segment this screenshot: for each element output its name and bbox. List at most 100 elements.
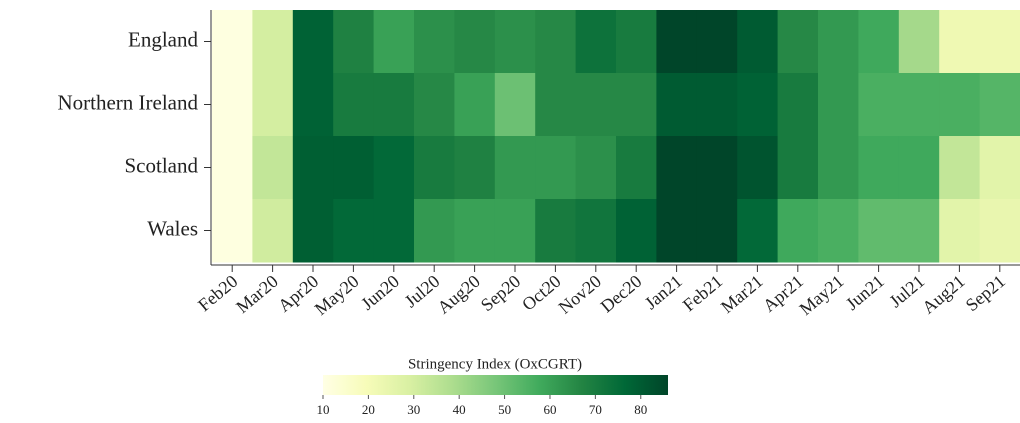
x-tick-label: Mar20 [232,271,282,317]
x-tick-label: Nov20 [555,271,605,318]
heatmap-cell [737,10,779,74]
heatmap-cell [292,199,334,263]
heatmap-cell [292,10,334,74]
heatmap-cell [858,136,900,200]
heatmap-cell [212,199,253,263]
heatmap-cell [494,136,536,200]
heatmap-cell [535,136,577,200]
heatmap-cell [616,136,657,200]
heatmap-cell [616,199,657,263]
y-tick-label: Wales [147,216,198,240]
heatmap-cell [454,136,496,200]
heatmap-cell [777,10,819,74]
heatmap-cell [777,136,819,200]
colorbar-tick-label: 60 [543,402,556,417]
heatmap-cell [494,73,536,137]
heatmap-cell [252,136,294,200]
heatmap-cell [373,199,415,263]
heatmap-cell [979,136,1020,200]
x-tick-label: Feb20 [194,271,241,315]
colorbar [323,375,668,395]
heatmap-cell [898,73,940,137]
heatmap-cell [454,10,496,74]
x-tick-label: Sep20 [477,271,524,315]
heatmap-cell [858,73,900,137]
heatmap-cell [212,136,253,200]
colorbar-tick-label: 40 [453,402,466,417]
x-tick-label: May20 [311,271,363,319]
heatmap-cell [979,10,1020,74]
heatmap-cell [737,73,779,137]
heatmap-cell [939,73,981,137]
heatmap-cell [696,10,738,74]
heatmap [212,10,1020,263]
heatmap-cell [858,199,900,263]
heatmap-cell [333,136,375,200]
heatmap-cell [292,73,334,137]
x-tick-label: Jun20 [357,271,403,314]
heatmap-cell [373,10,415,74]
heatmap-cell [535,199,577,263]
heatmap-cell [939,199,981,263]
heatmap-cell [737,199,779,263]
colorbar-title: Stringency Index (OxCGRT) [408,356,582,372]
heatmap-cell [414,10,455,74]
heatmap-cell [494,199,536,263]
heatmap-cell [656,73,698,137]
x-tick-label: Jun21 [842,271,888,314]
heatmap-cell [373,136,415,200]
y-tick-label: Scotland [125,153,199,177]
heatmap-cell [939,136,981,200]
heatmap-cell [777,73,819,137]
heatmap-cell [818,199,859,263]
x-tick-label: May21 [795,271,847,319]
heatmap-cell [333,10,375,74]
x-tick-label: Mar21 [717,271,767,317]
heatmap-cell [777,199,819,263]
y-tick-label: England [128,27,198,51]
heatmap-cell [616,10,657,74]
heatmap-cell [575,73,617,137]
heatmap-cell [616,73,657,137]
heatmap-cell [252,10,294,74]
heatmap-cell [818,136,859,200]
heatmap-cell [818,10,859,74]
heatmap-cell [696,136,738,200]
heatmap-cell [373,73,415,137]
heatmap-cell [414,136,455,200]
heatmap-cell [535,73,577,137]
heatmap-cell [898,199,940,263]
heatmap-cell [696,199,738,263]
heatmap-cell [979,73,1020,137]
heatmap-cell [414,199,455,263]
heatmap-cell [333,73,375,137]
heatmap-cell [494,10,536,74]
heatmap-cell [575,199,617,263]
x-tick-label: Dec20 [597,271,646,317]
heatmap-cell [575,10,617,74]
heatmap-cell [292,136,334,200]
x-tick-label: Feb21 [679,271,726,315]
heatmap-cell [656,199,698,263]
heatmap-cell [939,10,981,74]
colorbar-tick-label: 70 [589,402,602,417]
x-tick-label: Jan21 [641,271,686,313]
heatmap-cell [333,199,375,263]
heatmap-cell [979,199,1020,263]
x-tick-label: Sep21 [962,271,1009,315]
heatmap-cell [696,73,738,137]
heatmap-cell [535,10,577,74]
heatmap-cell [454,73,496,137]
colorbar-tick-label: 50 [498,402,511,417]
heatmap-cell [252,73,294,137]
x-tick-label: Aug20 [433,271,483,318]
heatmap-cell [252,199,294,263]
heatmap-cell [858,10,900,74]
heatmap-cell [818,73,859,137]
heatmap-cell [414,73,455,137]
heatmap-cell [656,136,698,200]
x-tick-label: Oct20 [518,271,565,315]
x-tick-label: Aug21 [918,271,968,318]
colorbar-tick-label: 10 [317,402,330,417]
